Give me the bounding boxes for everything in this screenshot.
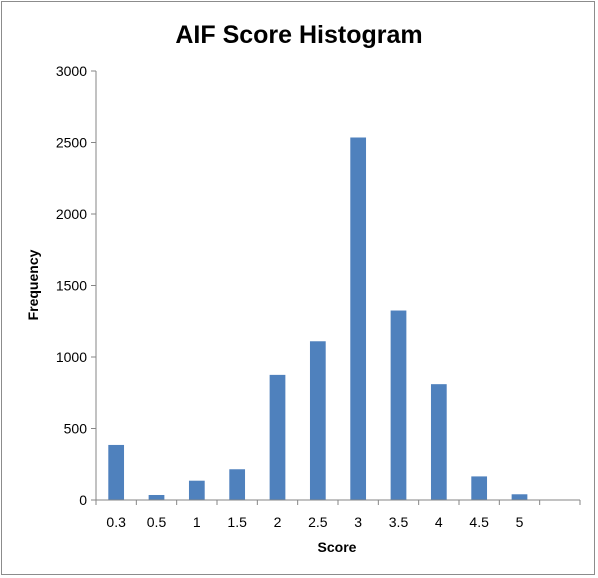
y-tick-label: 1000: [56, 349, 87, 365]
chart-title: AIF Score Histogram: [175, 21, 422, 49]
bar-1: [148, 494, 165, 500]
x-tick-label: 5: [516, 514, 524, 530]
y-tick-label: 500: [64, 421, 88, 437]
x-tick-label: 0.5: [147, 514, 167, 530]
bar-8: [430, 384, 447, 500]
y-axis-title: Frequency: [25, 249, 41, 320]
x-tick-label: 2.5: [308, 514, 328, 530]
y-tick-label: 1500: [56, 278, 87, 294]
x-tick-label: 4: [435, 514, 443, 530]
x-tick-label: 4.5: [469, 514, 489, 530]
bar-3: [229, 469, 246, 500]
x-tick-label: 1: [193, 514, 201, 530]
bar-9: [471, 476, 488, 500]
axes-group: 0 500 1000 1500 2000 2500 3000 0.3 0.5 1 1.5 2 2.5 3 3…: [56, 63, 581, 530]
bar-5: [309, 341, 326, 500]
bar-7: [390, 310, 407, 500]
y-tick-label: 2000: [56, 206, 87, 222]
x-tick-label: 1.5: [227, 514, 247, 530]
bar-10: [511, 494, 528, 500]
y-tick-label: 0: [79, 492, 87, 508]
x-tick-label: 3.5: [389, 514, 409, 530]
bar-4: [269, 374, 286, 500]
x-tick-label: 2: [274, 514, 282, 530]
bar-0: [108, 444, 125, 500]
bar-2: [188, 480, 205, 500]
x-tick-label: 0.3: [106, 514, 126, 530]
bar-6: [350, 137, 367, 500]
y-tick-label: 2500: [56, 135, 87, 151]
x-tick-label: 3: [354, 514, 362, 530]
y-tick-label: 3000: [56, 63, 87, 79]
x-axis-title: Score: [318, 539, 357, 555]
bars-group: [108, 137, 528, 500]
